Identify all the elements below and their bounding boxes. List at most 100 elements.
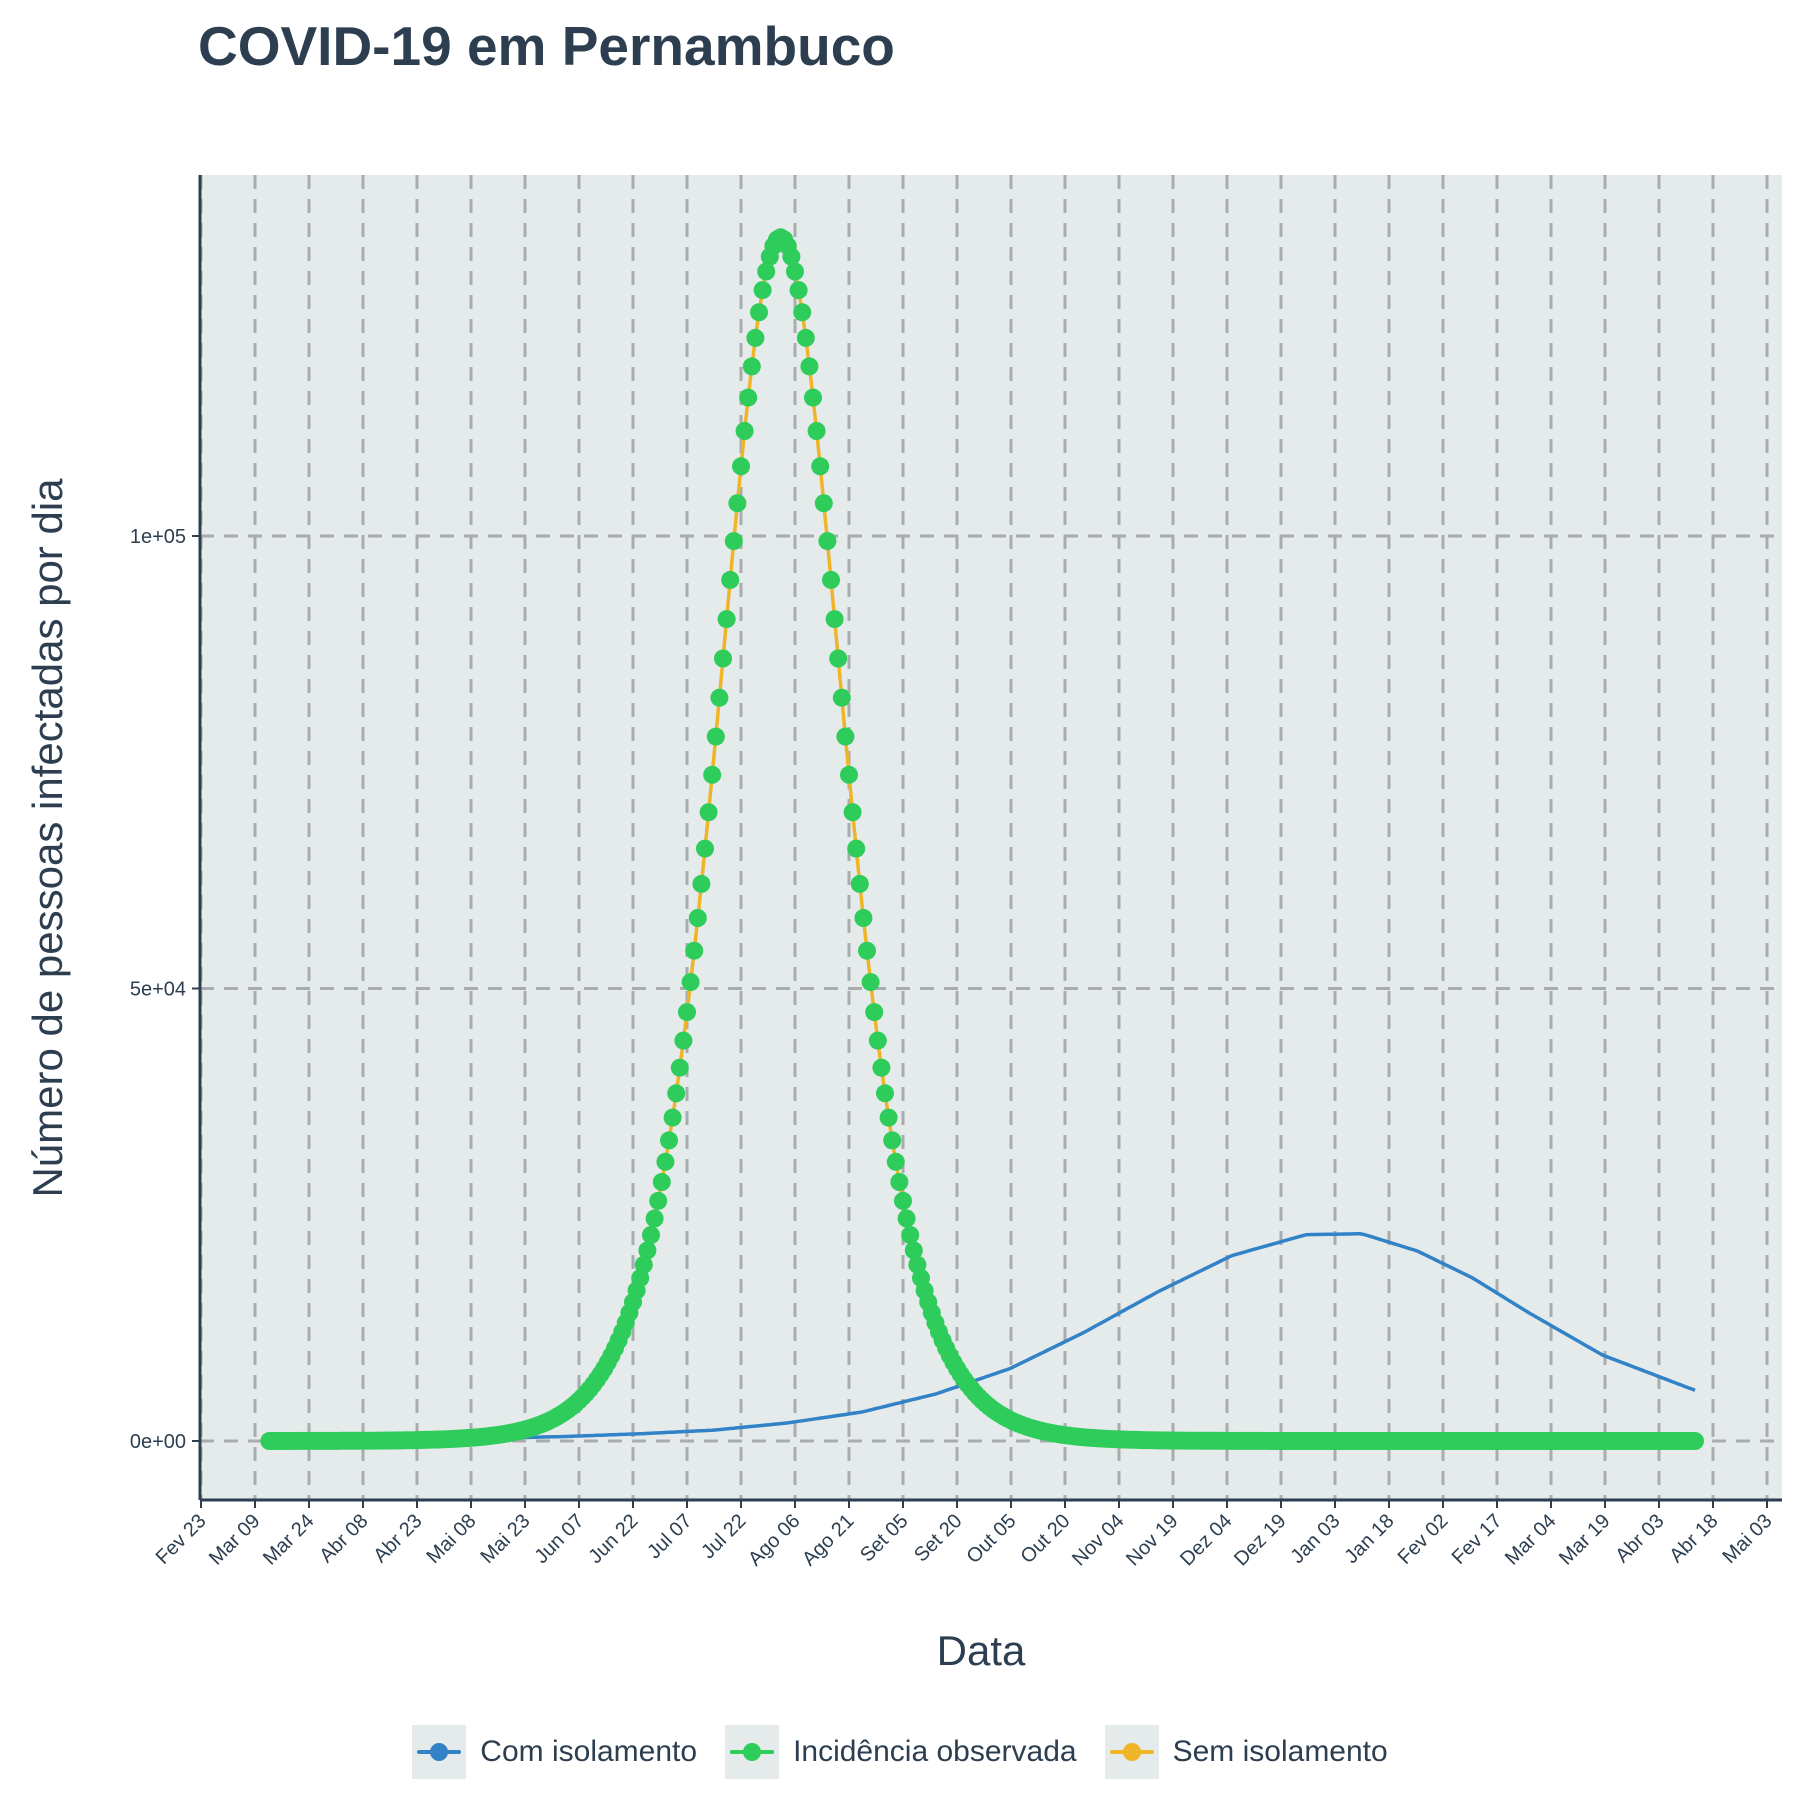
plot-panel — [200, 175, 1782, 1500]
y-tick-label: 1e+05 — [130, 526, 186, 548]
series-incidencia-observada-point — [890, 1173, 909, 1191]
x-tick-label: Jun 07 — [531, 1510, 589, 1568]
series-incidencia-observada-point — [897, 1209, 916, 1228]
legend-label: Com isolamento — [480, 1735, 698, 1768]
x-tick-label: Fev 02 — [1394, 1510, 1453, 1569]
series-incidencia-observada-point — [800, 357, 819, 376]
legend-label: Sem isolamento — [1172, 1735, 1388, 1768]
x-tick-label: Abr 18 — [1665, 1510, 1722, 1567]
series-incidencia-observada-point — [717, 610, 736, 629]
x-tick-label: Abr 23 — [369, 1510, 426, 1567]
series-incidencia-observada-point — [876, 1084, 894, 1103]
legend-item-sem-isolamento[interactable]: Sem isolamento — [1104, 1725, 1388, 1779]
x-tick-label: Mai 08 — [423, 1510, 481, 1568]
series-incidencia-observada-point — [793, 303, 812, 322]
series-incidencia-observada-point — [678, 1003, 696, 1022]
x-tick-label: Set 20 — [910, 1510, 966, 1566]
series-incidencia-observada-point — [879, 1108, 898, 1127]
x-tick-label: Ago 06 — [744, 1510, 804, 1570]
series-incidencia-observada-point — [822, 570, 840, 589]
x-tick-label: Mar 09 — [205, 1510, 265, 1570]
series-incidencia-observada-point — [886, 1152, 905, 1171]
series-incidencia-observada-point — [706, 727, 725, 746]
x-tick-label: Abr 03 — [1611, 1510, 1668, 1567]
series-incidencia-observada-point — [634, 1255, 653, 1274]
x-tick-label: Mai 03 — [1719, 1510, 1777, 1568]
series-incidencia-observada-point — [742, 357, 761, 376]
series-incidencia-observada-point — [685, 941, 704, 960]
series-incidencia-observada-point — [735, 422, 754, 440]
series-incidencia-observada-point — [904, 1241, 923, 1260]
series-incidencia-observada-point — [789, 281, 808, 300]
series-incidencia-observada-point — [825, 610, 844, 629]
x-axis-title: Data — [937, 1627, 1026, 1674]
series-incidencia-observada-point — [872, 1058, 891, 1077]
series-incidencia-observada-point — [753, 281, 772, 300]
grid-lines — [199, 175, 1782, 1500]
series-incidencia-observada-point — [832, 688, 851, 707]
series-incidencia-observada-point — [818, 532, 837, 551]
x-tick-label: Jul 22 — [697, 1510, 750, 1563]
y-axis-title: Número de pessoas infectadas por dia — [24, 478, 71, 1198]
series-incidencia-observada-point — [796, 328, 815, 347]
series-incidencia-observada-point — [1686, 1432, 1704, 1450]
series-incidencia-observada-point — [670, 1058, 689, 1077]
x-tick-label: Dez 04 — [1176, 1510, 1236, 1570]
legend: Com isolamento Incidência observada Sem … — [0, 1722, 1800, 1782]
legend-item-com-isolamento[interactable]: Com isolamento — [412, 1725, 697, 1779]
series-incidencia-observada-point — [674, 1031, 693, 1050]
series-incidencia-observada-point — [814, 494, 833, 513]
series-incidencia-observada-point — [868, 1031, 887, 1050]
series-incidencia-observada-point — [865, 1003, 884, 1022]
x-tick-label: Jun 22 — [585, 1510, 643, 1568]
series-incidencia-observada-point — [724, 532, 743, 551]
series-incidencia-observada-point — [728, 494, 747, 513]
series-incidencia-observada-point — [840, 765, 858, 784]
series-incidencia-observada-point — [699, 803, 718, 822]
legend-key-com-isolamento — [412, 1725, 467, 1779]
series-incidencia-observada-point — [642, 1226, 660, 1244]
series-incidencia-observada-point — [836, 727, 855, 746]
series-incidencia-observada-point — [883, 1131, 902, 1150]
x-tick-label: Mai 23 — [477, 1510, 535, 1568]
series-incidencia-observada-point — [757, 262, 776, 281]
x-tick-label: Jan 03 — [1287, 1510, 1345, 1568]
x-tick-label: Nov 19 — [1122, 1510, 1182, 1570]
series-incidencia-observada-point — [750, 303, 768, 322]
series-incidencia-observada-point — [850, 874, 869, 893]
series-incidencia-observada-point — [710, 688, 729, 707]
series-incidencia-observada-point — [854, 909, 873, 927]
x-tick-label: Set 05 — [856, 1510, 912, 1566]
series-incidencia-observada-point — [901, 1226, 920, 1244]
series-incidencia-observada-point — [696, 839, 714, 858]
x-tick-label: Dez 19 — [1230, 1510, 1290, 1570]
series-incidencia-observada-point — [894, 1191, 912, 1210]
chart-title: COVID-19 em Pernambuco — [198, 15, 895, 77]
series-incidencia-observada-point — [660, 1131, 678, 1150]
y-tick-label: 0e+00 — [130, 1431, 186, 1453]
series-incidencia-observada-point — [782, 247, 801, 266]
series-incidencia-observada-point — [714, 649, 732, 668]
legend-item-incidencia-observada[interactable]: Incidência observada — [725, 1725, 1077, 1779]
series-incidencia-observada-point — [692, 874, 711, 893]
series-incidencia-observada-point — [667, 1084, 686, 1103]
series-incidencia-observada-point — [703, 765, 722, 784]
series-incidencia-observada-point — [739, 388, 758, 407]
series-incidencia-observada-point — [638, 1241, 657, 1260]
series-incidencia-observada-point — [645, 1209, 664, 1228]
x-tick-label: Fev 23 — [152, 1510, 211, 1569]
legend-key-incidencia-observada — [725, 1725, 780, 1779]
x-tick-label: Out 05 — [963, 1510, 1021, 1568]
x-tick-label: Abr 08 — [315, 1510, 372, 1567]
y-tick-label: 5e+04 — [130, 979, 186, 1001]
series-incidencia-observada-point — [656, 1152, 675, 1171]
legend-label: Incidência observada — [793, 1735, 1077, 1768]
series-incidencia-observada-point — [786, 262, 804, 281]
series-incidencia-observada-point — [858, 941, 876, 960]
series-layer — [260, 228, 1704, 1450]
series-incidencia-observada-point — [843, 803, 862, 822]
series-incidencia-observada-point — [681, 973, 700, 992]
series-incidencia-observada-point — [746, 328, 765, 347]
x-tick-label: Jan 18 — [1341, 1510, 1399, 1568]
